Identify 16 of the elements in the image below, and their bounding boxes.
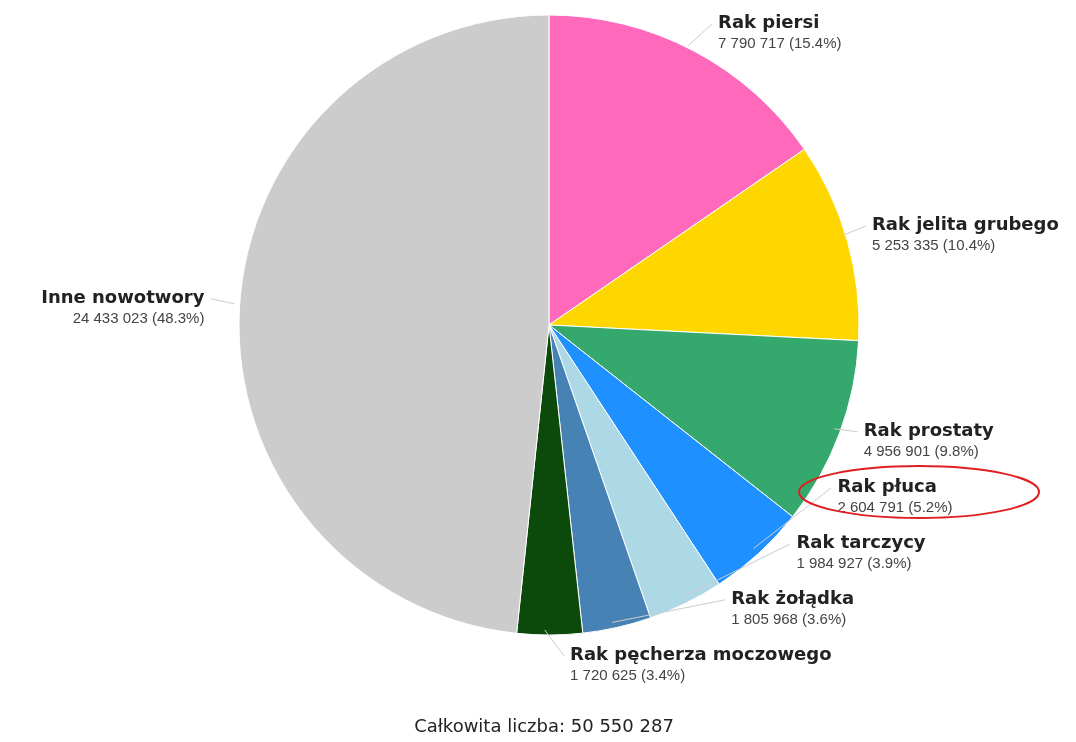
text: Całkowita liczba: 50 550 287 (414, 715, 674, 736)
data-label: 1 720 625 (3.4%) (570, 665, 686, 683)
data-label: 1 805 968 (3.6%) (731, 609, 847, 627)
slice-label: Rak jelita grubego (871, 213, 1059, 235)
slice-label: Inne nowotwory (41, 285, 205, 307)
slice-label: Rak żołądka (731, 586, 855, 608)
slice-label: Rak piersi (718, 10, 820, 32)
data-label: 1 984 927 (3.9%) (796, 553, 912, 571)
data-label: 5 253 335 (10.4%) (871, 236, 996, 254)
slice-label: Rak pęcherza moczowego (570, 642, 832, 664)
slice-label: Rak płuca (837, 474, 937, 496)
slice-label: Rak tarczycy (796, 530, 926, 552)
data-label: 24 433 023 (48.3%) (72, 308, 205, 326)
slice-label: Rak prostaty (863, 418, 995, 440)
data-label: 7 790 717 (15.4%) (718, 33, 842, 51)
data-label: 4 956 901 (9.8%) (863, 441, 979, 459)
